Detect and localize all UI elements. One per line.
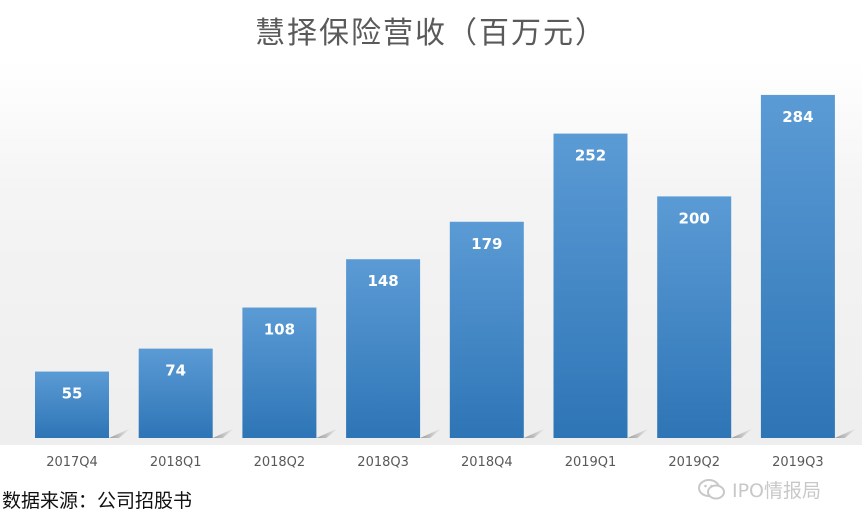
x-tick-label-2018Q2: 2018Q2 bbox=[254, 455, 306, 470]
data-label-2018Q4: 179 bbox=[471, 235, 502, 253]
bar-2018Q2 bbox=[242, 307, 317, 438]
x-tick-label-2019Q3: 2019Q3 bbox=[772, 455, 824, 470]
plot-background bbox=[0, 60, 862, 445]
x-tick-label-2019Q2: 2019Q2 bbox=[668, 455, 720, 470]
watermark-text: IPO情报局 bbox=[732, 480, 822, 502]
bar-shadow bbox=[316, 428, 339, 438]
x-tick-label-2018Q3: 2018Q3 bbox=[357, 455, 409, 470]
bar-2018Q4 bbox=[449, 221, 524, 438]
bar-2019Q1 bbox=[553, 133, 628, 439]
watermark: IPO情报局 bbox=[698, 476, 821, 503]
data-label-2018Q1: 74 bbox=[165, 362, 186, 380]
x-tick-label-2018Q1: 2018Q1 bbox=[150, 455, 202, 470]
bar-2018Q3 bbox=[346, 259, 421, 438]
bar-2019Q3 bbox=[760, 94, 835, 438]
tick-labels-layer: 2017Q4 2018Q1 2018Q2 2018Q3 2018Q4 2019Q1 2019… bbox=[46, 455, 823, 470]
bar-2018Q1 bbox=[138, 348, 213, 438]
bar-2017Q4 bbox=[35, 371, 109, 438]
bar-shadow bbox=[627, 428, 650, 438]
data-label-2018Q3: 148 bbox=[367, 272, 398, 290]
data-label-2018Q2: 108 bbox=[264, 321, 295, 339]
data-label-2017Q4: 55 bbox=[62, 385, 83, 403]
x-tick-label-2019Q1: 2019Q1 bbox=[565, 455, 617, 470]
data-label-2019Q3: 284 bbox=[782, 108, 813, 126]
wechat-logo-icon bbox=[698, 478, 725, 499]
bar-shadow bbox=[420, 428, 443, 438]
data-label-2019Q2: 200 bbox=[679, 209, 710, 227]
data-label-2019Q1: 252 bbox=[575, 147, 606, 165]
bar-shadow bbox=[212, 428, 235, 438]
bar-shadow bbox=[523, 428, 546, 438]
chart-title: 慧择保险营收（百万元） bbox=[255, 16, 607, 51]
x-tick-label-2018Q4: 2018Q4 bbox=[461, 455, 513, 470]
bar-shadow bbox=[109, 428, 131, 438]
bar-shadow bbox=[731, 428, 754, 438]
bar-2019Q2 bbox=[657, 196, 732, 438]
x-tick-label-2017Q4: 2017Q4 bbox=[46, 455, 98, 470]
bar-shadow bbox=[834, 428, 857, 438]
bars-layer: 55 74 108 148 179 252 200 284 bbox=[35, 94, 857, 439]
source-note: 数据来源：公司招股书 bbox=[2, 490, 193, 512]
